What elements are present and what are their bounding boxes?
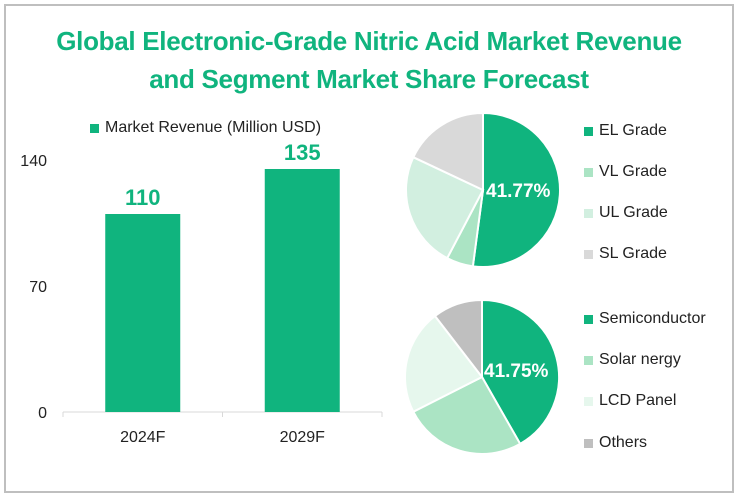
title-line-2: and Segment Market Share Forecast [149, 64, 589, 94]
legend-swatch [584, 314, 593, 324]
pie-chart-grade: 41.77% [405, 111, 561, 268]
bar-data-label: 135 [284, 140, 321, 165]
legend-item-vl-grade: VL Grade [584, 163, 667, 181]
legend-label: EL Grade [599, 122, 667, 139]
pie-slice-lcd-panel [404, 314, 484, 414]
legend-item-others: Others [584, 434, 647, 452]
legend-swatch [584, 396, 593, 406]
legend-label: LCD Panel [599, 392, 677, 409]
legend-label: UL Grade [599, 204, 668, 221]
bar-2024F [105, 214, 181, 412]
bar-2029F [264, 169, 340, 412]
legend-swatch [584, 438, 593, 448]
y-tick-label: 70 [29, 279, 47, 296]
pie-data-label: 41.75% [484, 361, 549, 382]
y-tick-label: 140 [20, 153, 47, 170]
legend-item-lcd-panel: LCD Panel [584, 392, 676, 410]
legend-label: SL Grade [599, 245, 667, 262]
pie-slice-others [433, 298, 483, 380]
pie-slice-solar-nergy [411, 375, 522, 455]
chart-frame [4, 4, 734, 493]
bar-data-label: 110 [125, 185, 161, 210]
legend-swatch [584, 249, 593, 259]
legend-label: Others [599, 434, 648, 451]
legend-swatch [584, 126, 593, 136]
legend-label: VL Grade [599, 163, 667, 180]
pie-chart-application: 41.75% [404, 298, 560, 455]
bar-legend-label: Market Revenue (Million USD) [105, 119, 322, 136]
y-tick-label: 0 [38, 405, 47, 422]
legend-item-solar-nergy: Solar nergy [584, 351, 681, 369]
legend-label: Solar nergy [599, 351, 681, 368]
x-tick-label: 2024F [120, 429, 166, 446]
legend-item-ul-grade: UL Grade [584, 204, 668, 222]
bar-legend: Market Revenue (Million USD) [90, 119, 321, 137]
legend-swatch [584, 355, 593, 365]
pie-data-label: 41.77% [486, 181, 551, 202]
legend-item-semiconductor: Semiconductor [584, 310, 706, 328]
pie-slice-semiconductor [481, 298, 560, 446]
legend-item-el-grade: EL Grade [584, 122, 667, 140]
pie-slice-ul-grade [405, 155, 485, 260]
pie-slice-el-grade [471, 111, 561, 268]
x-tick-label: 2029F [280, 429, 326, 446]
title-line-1: Global Electronic-Grade Nitric Acid Mark… [56, 26, 682, 56]
pie-slice-sl-grade [411, 111, 484, 192]
legend-swatch [584, 208, 593, 218]
bar-legend-swatch [90, 123, 99, 133]
chart-title: Global Electronic-Grade Nitric Acid Mark… [0, 22, 738, 98]
legend-item-sl-grade: SL Grade [584, 245, 667, 263]
legend-label: Semiconductor [599, 310, 706, 327]
legend-swatch [584, 167, 593, 177]
